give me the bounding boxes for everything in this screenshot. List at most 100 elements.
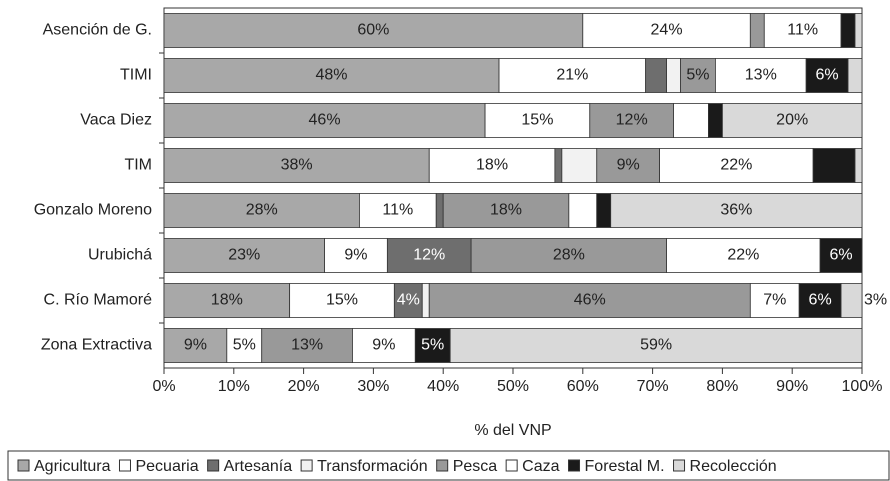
legend-label: Recolección (690, 458, 777, 475)
legend-label: Pecuaria (135, 458, 198, 475)
data-label: 3% (864, 292, 887, 309)
data-label: 15% (326, 292, 358, 309)
bar-segment (289, 283, 395, 318)
legend-label: Pesca (453, 458, 498, 475)
y-tick-label: TIM (124, 157, 152, 174)
data-label: 21% (556, 67, 588, 84)
data-label: 28% (553, 247, 585, 264)
data-label: 11% (382, 202, 413, 219)
bar-segment (666, 58, 681, 93)
data-label: 6% (809, 292, 832, 309)
legend-label: Transformación (317, 458, 428, 475)
data-label: 22% (720, 157, 752, 174)
x-tick-label: 90% (776, 378, 808, 395)
bar-segment (763, 13, 842, 48)
bar-segment (610, 193, 863, 228)
data-label: 22% (727, 247, 759, 264)
legend-swatch (436, 459, 449, 472)
legend-swatch (17, 459, 30, 472)
data-label: 11% (787, 22, 818, 39)
x-tick-label: 0% (152, 378, 175, 395)
legend-swatch (505, 459, 518, 472)
x-tick-label: 60% (567, 378, 599, 395)
data-label: 13% (291, 337, 323, 354)
data-label: 12% (616, 112, 648, 129)
x-tick-label: 10% (218, 378, 250, 395)
legend-swatch (300, 459, 313, 472)
data-label: 59% (640, 337, 672, 354)
bar-segment (840, 13, 856, 48)
bar-segment (484, 103, 591, 138)
y-tick-label: Asención de G. (43, 22, 152, 39)
legend-swatch (673, 459, 686, 472)
data-label: 6% (816, 67, 839, 84)
x-tick-label: 40% (427, 378, 459, 395)
data-label: 20% (776, 112, 808, 129)
bar-segment (163, 193, 360, 228)
bar-segment (449, 328, 863, 363)
bar-segment (819, 238, 863, 273)
data-label: 60% (357, 22, 389, 39)
data-label: 7% (763, 292, 786, 309)
bar-segment (435, 193, 444, 228)
bar-segment (163, 148, 430, 183)
bar-segment (324, 238, 388, 273)
bar-segment (840, 283, 863, 318)
bar-segment (749, 283, 800, 318)
bar-segment (561, 148, 598, 183)
legend-swatch (118, 459, 131, 472)
x-tick-label: 30% (357, 378, 389, 395)
bar-segment (582, 13, 751, 48)
legend-swatch (207, 459, 220, 472)
data-label: 18% (211, 292, 243, 309)
data-label: 4% (397, 292, 420, 309)
bar-segment (854, 148, 863, 183)
bar-segment (568, 193, 598, 228)
data-label: 38% (281, 157, 313, 174)
bar-segment (498, 58, 647, 93)
bar-segment (680, 58, 716, 93)
legend-label: Agricultura (34, 458, 111, 475)
bar-segment (261, 328, 353, 363)
bar-segment (659, 148, 814, 183)
bar-segment (749, 13, 765, 48)
data-label: 46% (309, 112, 341, 129)
data-label: 6% (829, 247, 852, 264)
bar-segment (673, 103, 709, 138)
bar-segment (596, 193, 612, 228)
data-label: 18% (476, 157, 508, 174)
data-label: 48% (316, 67, 348, 84)
x-tick-label: 100% (842, 378, 883, 395)
x-tick-label: 80% (706, 378, 738, 395)
bar-segment (442, 193, 570, 228)
legend-label: Artesanía (224, 458, 293, 475)
y-tick-label: C. Río Mamoré (44, 292, 153, 309)
bar-segment (428, 148, 556, 183)
y-tick-label: TIMI (120, 67, 152, 84)
data-label: 5% (233, 337, 256, 354)
bar-segment (421, 283, 430, 318)
legend-label: Forestal M. (585, 458, 665, 475)
bar-segment (722, 103, 863, 138)
y-tick-label: Gonzalo Moreno (34, 202, 152, 219)
bar-segment (812, 148, 856, 183)
x-tick-label: 50% (497, 378, 529, 395)
data-label: 12% (413, 247, 445, 264)
bar-segment (589, 103, 674, 138)
legend-swatch (568, 459, 581, 472)
bar-segment (414, 328, 451, 363)
x-tick-label: 20% (288, 378, 320, 395)
bar-segment (163, 103, 486, 138)
bar-segment (386, 238, 472, 273)
data-label: 5% (686, 67, 709, 84)
bar-segment (708, 103, 723, 138)
y-tick-label: Zona Extractiva (41, 337, 152, 354)
bar-segment (847, 58, 863, 93)
data-label: 46% (574, 292, 606, 309)
bar-segment (798, 283, 842, 318)
bar-segment (854, 13, 863, 48)
bar-segment (715, 58, 807, 93)
bar-segment (393, 283, 423, 318)
data-label: 28% (246, 202, 278, 219)
